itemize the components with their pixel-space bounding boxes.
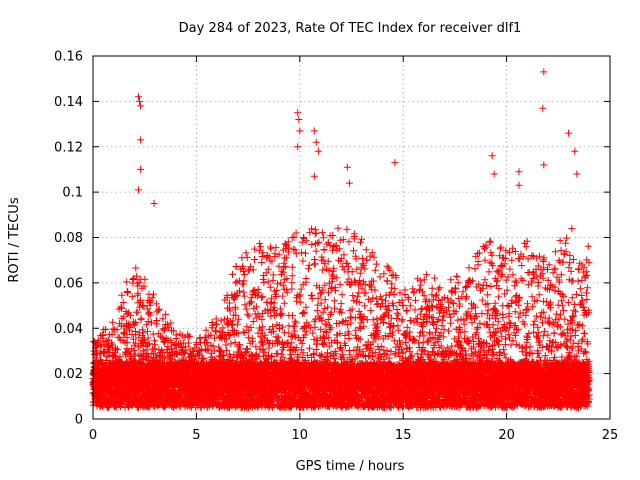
roti-point bbox=[100, 348, 108, 356]
data-points bbox=[89, 68, 593, 412]
roti-point bbox=[109, 325, 117, 333]
roti-point bbox=[112, 344, 120, 352]
roti-point bbox=[97, 342, 105, 350]
roti-point bbox=[116, 353, 124, 361]
roti-point bbox=[105, 336, 113, 344]
roti-point bbox=[94, 336, 102, 344]
roti-point bbox=[100, 349, 108, 357]
roti-point bbox=[102, 325, 110, 333]
roti-point bbox=[108, 331, 116, 338]
roti-point bbox=[113, 346, 121, 353]
roti-point bbox=[109, 318, 117, 326]
roti-point bbox=[93, 342, 101, 349]
roti-point bbox=[113, 326, 121, 334]
